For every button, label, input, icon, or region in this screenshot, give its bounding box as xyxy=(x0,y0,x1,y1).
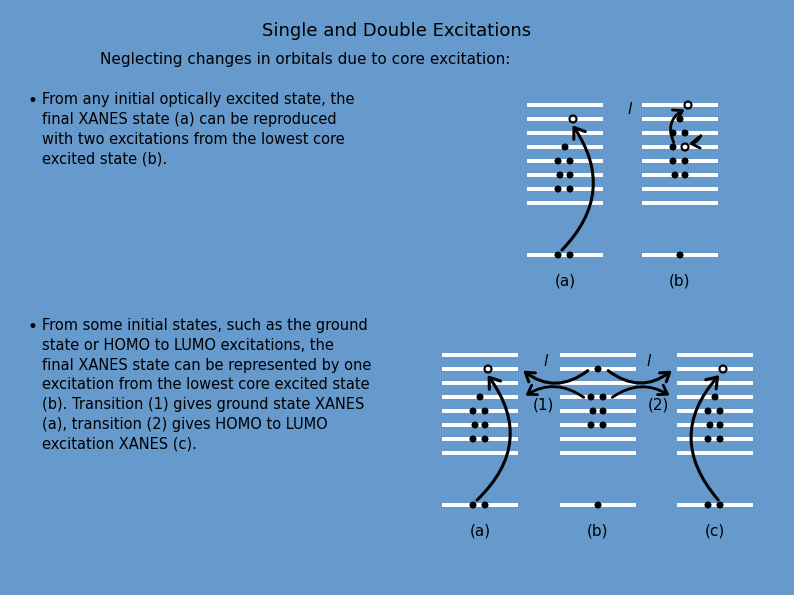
Text: •: • xyxy=(28,318,38,336)
Text: From some initial states, such as the ground
state or HOMO to LUMO excitations, : From some initial states, such as the gr… xyxy=(42,318,372,452)
Circle shape xyxy=(672,171,679,178)
Text: l: l xyxy=(628,102,632,117)
Circle shape xyxy=(676,115,684,123)
Circle shape xyxy=(554,186,561,193)
Text: (c): (c) xyxy=(705,523,725,538)
Circle shape xyxy=(711,393,719,400)
Circle shape xyxy=(566,186,573,193)
Circle shape xyxy=(716,408,723,415)
Circle shape xyxy=(595,502,602,509)
Circle shape xyxy=(681,171,688,178)
Circle shape xyxy=(566,171,573,178)
Circle shape xyxy=(676,252,684,258)
Circle shape xyxy=(669,130,676,136)
Text: (b): (b) xyxy=(669,273,691,288)
Circle shape xyxy=(681,130,688,136)
Circle shape xyxy=(599,421,607,428)
FancyArrowPatch shape xyxy=(608,371,669,383)
FancyArrowPatch shape xyxy=(612,385,668,397)
Circle shape xyxy=(716,436,723,443)
Circle shape xyxy=(469,408,476,415)
Circle shape xyxy=(599,408,607,415)
Circle shape xyxy=(554,252,561,258)
Text: l: l xyxy=(544,353,548,368)
Text: (1): (1) xyxy=(532,397,553,412)
Circle shape xyxy=(599,393,607,400)
Text: (b): (b) xyxy=(588,523,609,538)
Circle shape xyxy=(481,436,488,443)
Circle shape xyxy=(472,421,479,428)
Circle shape xyxy=(476,393,484,400)
Text: From any initial optically excited state, the
final XANES state (a) can be repro: From any initial optically excited state… xyxy=(42,92,354,167)
Circle shape xyxy=(481,502,488,509)
Circle shape xyxy=(707,421,714,428)
Circle shape xyxy=(557,171,564,178)
Circle shape xyxy=(704,408,711,415)
Circle shape xyxy=(716,502,723,509)
Circle shape xyxy=(669,143,676,151)
Circle shape xyxy=(588,393,595,400)
FancyArrowPatch shape xyxy=(527,385,584,397)
Text: (a): (a) xyxy=(469,523,491,538)
Circle shape xyxy=(588,421,595,428)
Circle shape xyxy=(554,158,561,164)
Circle shape xyxy=(589,408,596,415)
Text: l: l xyxy=(647,353,651,368)
Text: Single and Double Excitations: Single and Double Excitations xyxy=(263,22,531,40)
Text: •: • xyxy=(28,92,38,110)
Circle shape xyxy=(469,436,476,443)
Circle shape xyxy=(566,158,573,164)
FancyArrowPatch shape xyxy=(692,136,701,148)
Circle shape xyxy=(481,421,488,428)
Circle shape xyxy=(716,421,723,428)
Text: (a): (a) xyxy=(554,273,576,288)
Circle shape xyxy=(669,158,676,164)
Circle shape xyxy=(704,502,711,509)
Text: (2): (2) xyxy=(647,397,669,412)
Circle shape xyxy=(469,502,476,509)
Text: Neglecting changes in orbitals due to core excitation:: Neglecting changes in orbitals due to co… xyxy=(100,52,511,67)
FancyArrowPatch shape xyxy=(477,377,511,500)
Circle shape xyxy=(681,158,688,164)
FancyArrowPatch shape xyxy=(671,110,682,142)
FancyArrowPatch shape xyxy=(526,371,588,383)
Circle shape xyxy=(595,365,602,372)
Circle shape xyxy=(561,143,569,151)
Circle shape xyxy=(704,436,711,443)
Circle shape xyxy=(481,408,488,415)
FancyArrowPatch shape xyxy=(562,127,593,250)
FancyArrowPatch shape xyxy=(691,377,719,500)
Circle shape xyxy=(566,252,573,258)
